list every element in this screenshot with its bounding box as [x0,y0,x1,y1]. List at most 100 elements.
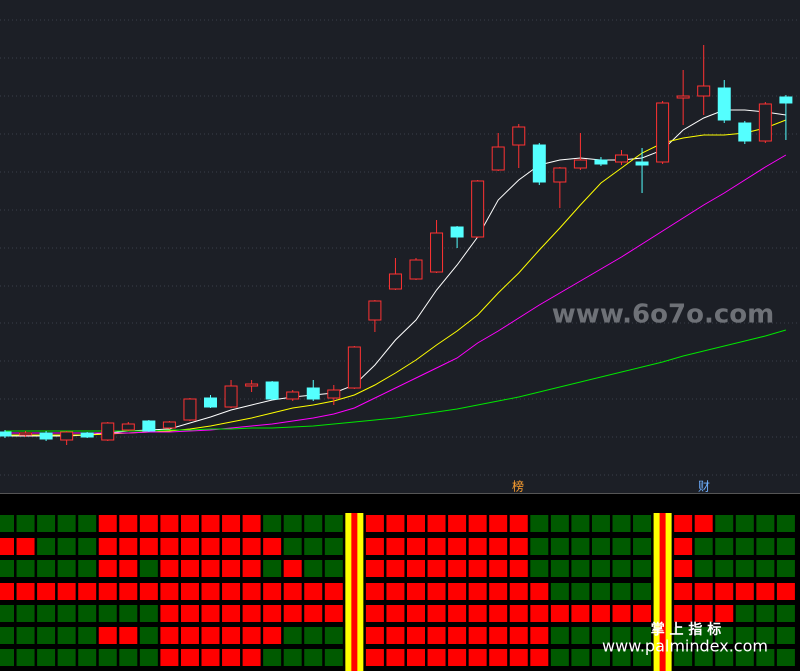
indicator-cell [57,515,76,532]
indicator-cell [57,538,76,555]
brand-url: www.palmindex.com [602,637,768,656]
candle-body [162,421,176,429]
indicator-cell [263,538,282,555]
indicator-cell [489,560,508,577]
indicator-cell [468,627,487,644]
candle-body [0,431,12,437]
indicator-cell [489,538,508,555]
candle-body [430,232,444,273]
indicator-cell [119,649,138,666]
indicator-cell [16,605,35,622]
indicator-cell [735,583,754,600]
indicator-cell [263,627,282,644]
indicator-cell [715,649,734,666]
indicator-cell [201,605,220,622]
indicator-cell [139,538,158,555]
indicator-cell [715,605,734,622]
indicator-cell [0,649,14,666]
indicator-cell [735,605,754,622]
indicator-cell [242,627,261,644]
indicator-cell [509,560,528,577]
indicator-cell [324,627,343,644]
indicator-cell [427,605,446,622]
indicator-cell [674,649,693,666]
candle-body [758,103,772,142]
indicator-cell [509,627,528,644]
candle-body [779,96,793,104]
candle-body [306,387,320,400]
indicator-cell [674,538,693,555]
indicator-cell [180,627,199,644]
indicator-cell [407,649,425,666]
indicator-cell [776,583,795,600]
indicator-cell [57,627,76,644]
moving-average [5,154,787,434]
indicator-cell [489,583,508,600]
indicator-cell [180,583,199,600]
indicator-cell [119,515,138,532]
candle-body [39,432,53,440]
indicator-cell [324,538,343,555]
indicator-cell [674,605,693,622]
indicator-cell [756,649,775,666]
watermark: www.6o7o.com [552,300,774,330]
indicator-cell [263,515,282,532]
indicator-cell [283,583,302,600]
indicator-cell [776,560,795,577]
indicator-cell [139,560,158,577]
indicator-cell [715,627,734,644]
indicator-cell [756,583,775,600]
indicator-cell [756,560,775,577]
indicator-cell [180,515,199,532]
indicator-cell [78,538,97,555]
indicator-cell [386,649,405,666]
indicator-cell [0,560,14,577]
indicator-cell [160,627,179,644]
indicator-cell [386,583,405,600]
indicator-cell [550,560,569,577]
indicator-cell [78,583,97,600]
indicator-cell [509,538,528,555]
indicator-cell [468,605,487,622]
indicator-cell [633,649,652,666]
indicator-cell [633,583,652,600]
indicator-cell [180,605,199,622]
indicator-cell [694,538,713,555]
indicator-cell [304,583,323,600]
indicator-cell [591,583,610,600]
indicator-cell [407,605,425,622]
indicator-cell [37,605,56,622]
indicator-cell [386,560,405,577]
indicator-cell [633,605,652,622]
candle-body [368,300,382,321]
indicator-cell [694,560,713,577]
indicator-cell [407,583,425,600]
indicator-cell [571,627,590,644]
indicator-cell [37,649,56,666]
indicator-cell [407,538,425,555]
indicator-cell [633,515,652,532]
indicator-cell [242,583,261,600]
indicator-cell [139,583,158,600]
indicator-cell [489,605,508,622]
candle-body [532,144,546,183]
candle-body [224,385,238,408]
indicator-cell [612,560,631,577]
candle-body [286,391,300,400]
indicator-cell [57,605,76,622]
indicator-cell [571,583,590,600]
indicator-cell [222,583,241,600]
indicator-cell [509,605,528,622]
indicator-cell [571,560,590,577]
indicator-cell [78,560,97,577]
indicator-cell [304,515,323,532]
candle-body [512,126,526,146]
indicator-cell [448,583,467,600]
indicator-cell [242,515,261,532]
candle-body [553,167,567,183]
candle-body [615,154,628,163]
indicator-cell [119,605,138,622]
indicator-cell [98,649,117,666]
indicator-cell [448,560,467,577]
indicator-cell [530,605,549,622]
